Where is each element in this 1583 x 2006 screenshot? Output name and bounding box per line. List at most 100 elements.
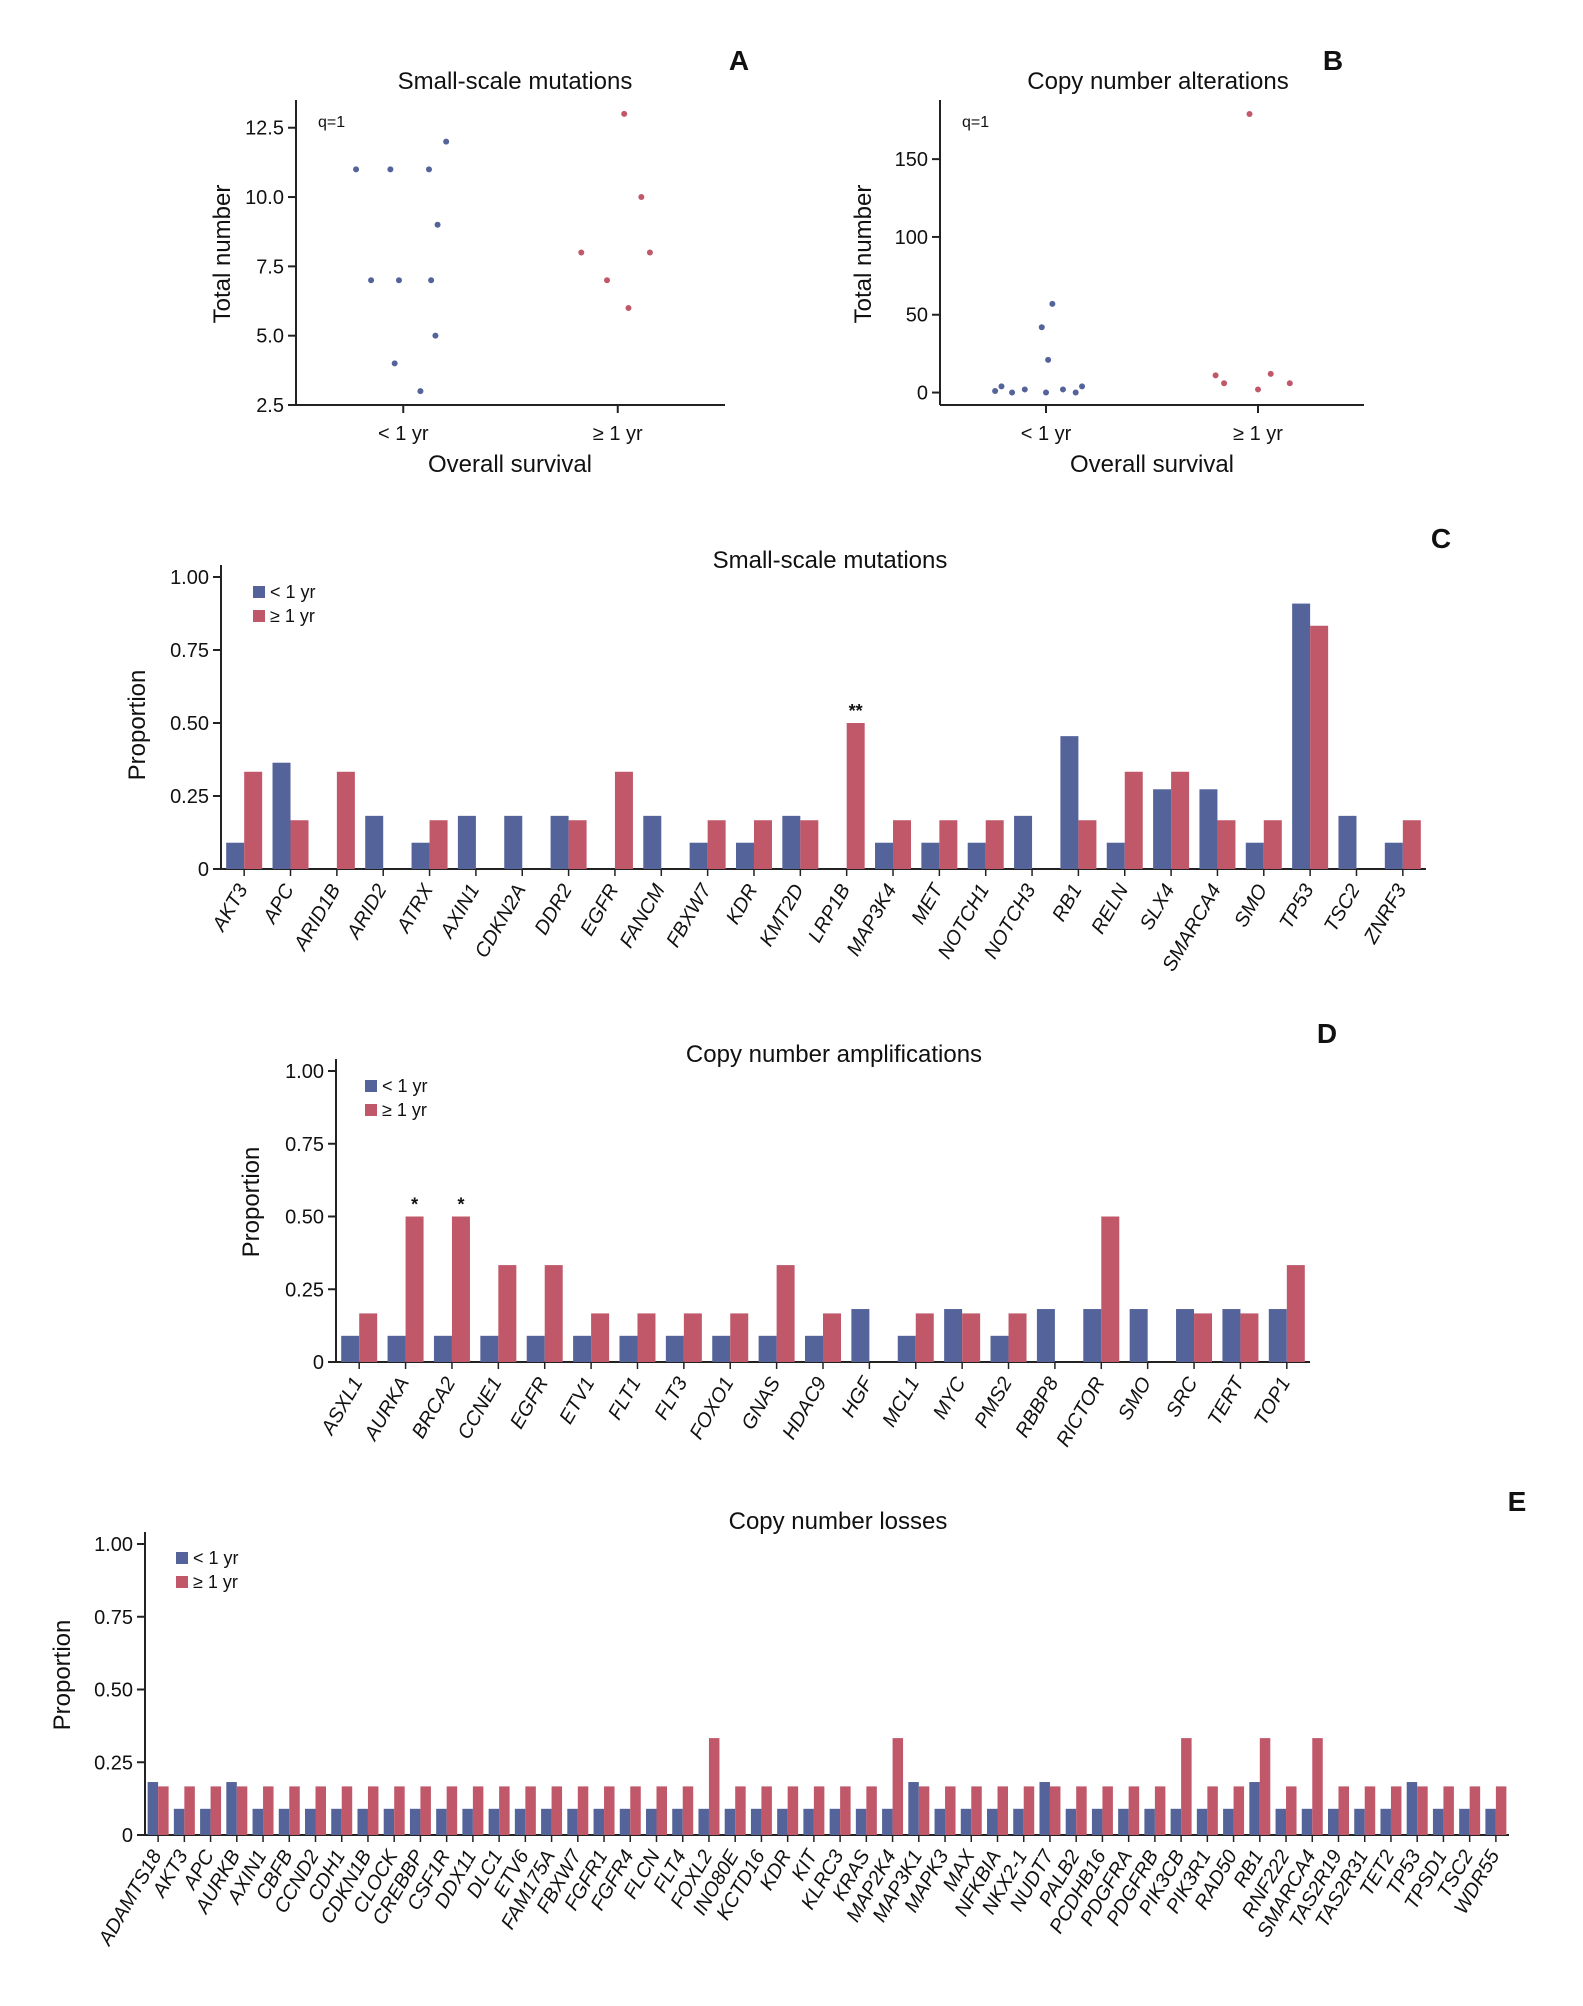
scatter_b-point <box>1212 372 1219 379</box>
scatter_a-y-tick-label: 7.5 <box>256 256 284 278</box>
bar_d-x-tick-label: SMO <box>1114 1374 1156 1424</box>
panel-e-bar-losses: Copy number losses E Proportion 0 0.25 0.5… <box>49 1486 1526 1950</box>
bar_c-legend-swatch <box>253 586 265 598</box>
bar_e-bar <box>840 1786 851 1835</box>
bar_c-y-tick-label: 0.25 <box>170 786 209 808</box>
bar_d-x-tick-label: BRCA2 <box>408 1374 460 1443</box>
bar_e-bar <box>698 1808 709 1835</box>
bar_c-significance-marker: ** <box>849 701 863 721</box>
bar_d-bar <box>591 1313 610 1362</box>
bar_e-bar <box>263 1786 274 1835</box>
bar_e-bar <box>488 1808 500 1835</box>
bar_e-bar <box>514 1808 526 1835</box>
bar_c-bar <box>244 771 263 869</box>
bar_d-bar <box>1194 1313 1213 1362</box>
panel-c-letter: C <box>1431 523 1451 554</box>
bar_d-bar <box>480 1335 499 1362</box>
bar_e-bar <box>761 1786 772 1835</box>
scatter_b-y-tick-label: 150 <box>895 149 928 171</box>
bar_d-x-tick-label: FOXO1 <box>686 1374 739 1444</box>
bar_c-bar <box>568 820 587 869</box>
bar_e-bar <box>1023 1786 1035 1835</box>
bar_d-x-tick-label: FLT3 <box>651 1374 693 1424</box>
bar_e-bar <box>987 1808 998 1835</box>
bar_e-bar <box>882 1808 893 1835</box>
panel-a-letter: A <box>729 45 749 76</box>
panel-b-scatter-copy-number: Copy number alterations B q=1 Overall su… <box>850 45 1364 478</box>
bar_d-x-tick-label: ASXL1 <box>317 1374 368 1440</box>
scatter_a-point <box>434 221 441 228</box>
scatter_a-x-tick-label: < 1 yr <box>378 423 429 445</box>
bar_e-bar <box>577 1786 589 1835</box>
bar_e-bar <box>908 1782 919 1835</box>
scatter_b-point <box>1221 380 1228 387</box>
bar_d-bar <box>1036 1309 1055 1362</box>
bar_c-bar <box>1292 603 1311 869</box>
scatter_a-point <box>578 249 585 256</box>
bar_c-bar <box>1217 820 1236 869</box>
bar_c-x-tick-label: KDR <box>722 881 762 929</box>
bar_c-bar <box>1245 842 1264 869</box>
bar_e-bar <box>708 1738 720 1835</box>
bar_e-bar <box>1170 1808 1182 1835</box>
bar_e-bar <box>646 1808 657 1835</box>
bar_e-bar <box>1065 1808 1077 1835</box>
scatter_b-point <box>1021 386 1028 393</box>
bar_d-bar <box>758 1335 777 1362</box>
bar_e-bar <box>200 1808 211 1835</box>
bar_d-x-tick-label: HDAC9 <box>778 1374 831 1444</box>
bar_e-bar <box>1275 1808 1287 1835</box>
bar_e-legend-swatch <box>176 1552 188 1564</box>
bar_e-bar <box>541 1808 552 1835</box>
bar_e-bar <box>147 1782 159 1835</box>
scatter_a-point <box>621 110 628 117</box>
bar_d-bar <box>1286 1265 1305 1362</box>
bar_d-bar <box>805 1335 823 1362</box>
bar_e-bar <box>803 1808 814 1835</box>
scatter_a-point <box>425 166 432 173</box>
scatter_b-point <box>1286 380 1293 387</box>
bar_d-x-tick-label: CCNE1 <box>454 1374 507 1444</box>
bar_d-bar <box>1176 1309 1195 1362</box>
bar_d-y-tick-label: 0 <box>313 1352 324 1374</box>
bar_e-legend-label: ≥ 1 yr <box>193 1572 238 1592</box>
bar_e-bar <box>1406 1782 1418 1835</box>
bar_e-bar <box>829 1808 841 1835</box>
panel-c-bar-small-scale: Small-scale mutations C Proportion 0 0.25… <box>124 523 1451 975</box>
bar_d-bar <box>712 1335 731 1362</box>
bar_d-bar <box>387 1335 406 1362</box>
bar_e-bar <box>735 1786 746 1835</box>
bar_e-bar <box>1380 1808 1391 1835</box>
scatter_a-point <box>368 277 375 284</box>
bar_d-bar <box>1101 1216 1120 1362</box>
bar_e-bar <box>1259 1738 1271 1835</box>
bar_e-bar <box>750 1808 762 1835</box>
bar_e-bar <box>1390 1786 1402 1835</box>
bar_c-bar <box>875 842 894 869</box>
bar_e-bar <box>971 1786 982 1835</box>
bar_c-bar <box>1310 625 1329 869</box>
bar_c-x-tick-label: DDR2 <box>531 881 577 939</box>
scatter_b-point <box>1038 324 1045 331</box>
bar_e-bar <box>341 1786 353 1835</box>
bar_e-bar <box>1485 1808 1496 1835</box>
bar_c-bar <box>846 723 865 869</box>
bar_d-y-tick-label: 0.50 <box>285 1207 324 1229</box>
bar_e-bar <box>1233 1786 1245 1835</box>
bar_d-bar <box>433 1335 452 1362</box>
bar_e-bar <box>1181 1738 1192 1835</box>
bar_d-bar <box>1083 1309 1102 1362</box>
scatter_b-point <box>1255 386 1261 393</box>
bar_e-bar <box>724 1808 736 1835</box>
bar_d-y-tick-label: 0.25 <box>285 1279 324 1301</box>
bar_c-x-tick-label: KMT2D <box>756 881 809 951</box>
bar_c-x-tick-label: AXIN1 <box>436 881 484 943</box>
bar_c-x-tick-label: MET <box>908 879 949 928</box>
bar_e-bar <box>1364 1786 1376 1835</box>
bar_e-bar <box>604 1786 615 1835</box>
bar_c-y-tick-label: 0.50 <box>170 713 209 735</box>
bar_e-bar <box>252 1808 264 1835</box>
bar_d-bar <box>359 1313 378 1362</box>
bar_d-bar <box>915 1313 934 1362</box>
bar_e-bar <box>1144 1808 1155 1835</box>
